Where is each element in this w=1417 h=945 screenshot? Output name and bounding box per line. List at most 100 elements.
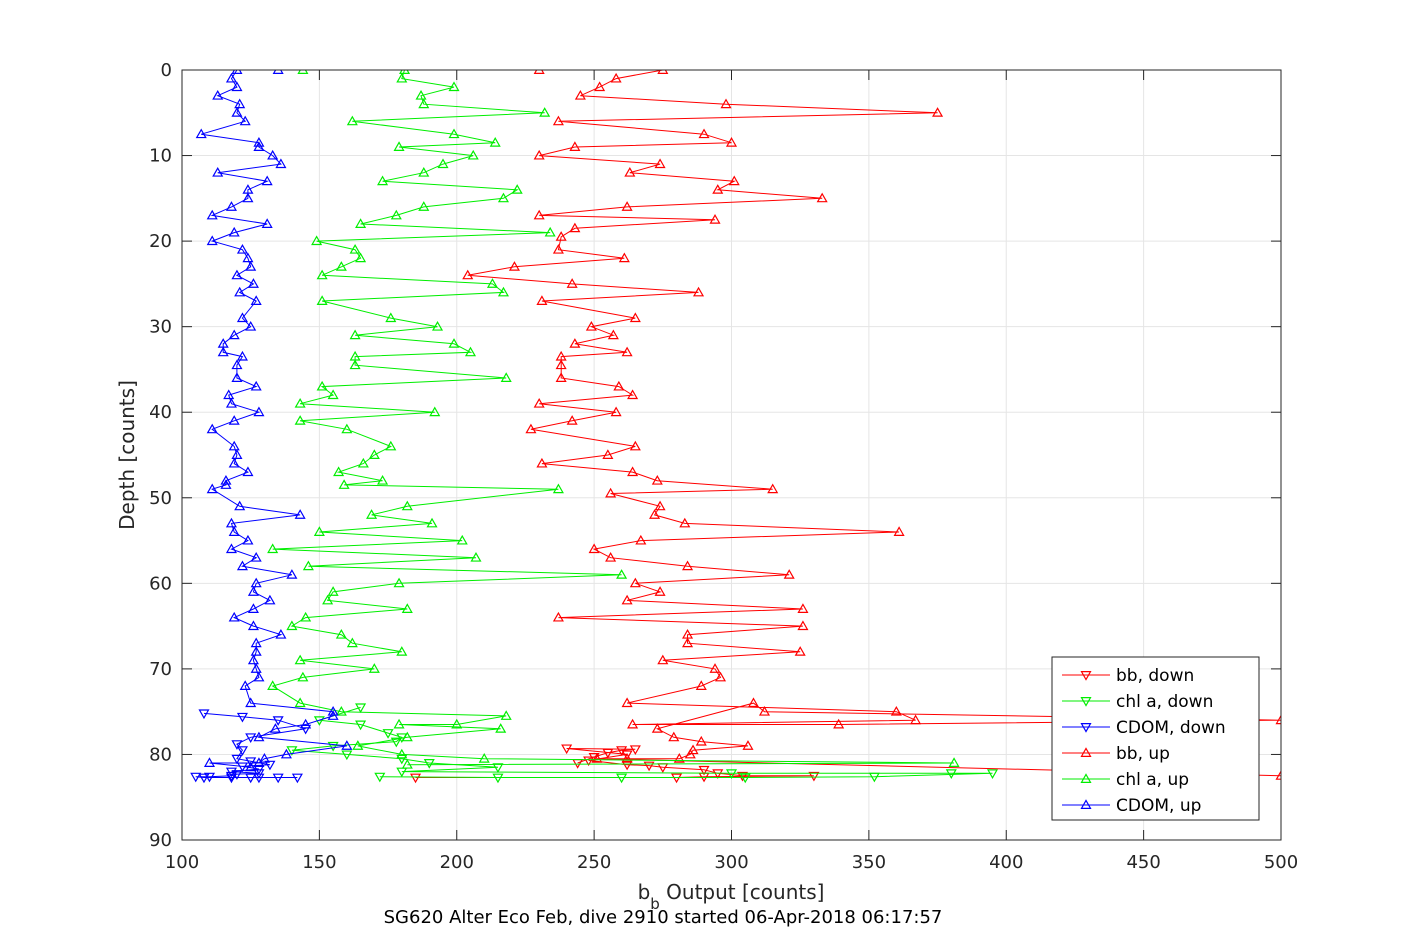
data-point bbox=[385, 440, 397, 451]
data-point bbox=[401, 500, 413, 511]
series-layer bbox=[190, 70, 1281, 784]
data-point bbox=[668, 731, 680, 742]
data-point bbox=[247, 278, 259, 288]
data-point bbox=[311, 235, 323, 246]
data-point bbox=[253, 731, 265, 742]
data-point bbox=[552, 483, 564, 494]
legend-marker bbox=[1080, 799, 1092, 809]
data-point bbox=[602, 449, 614, 459]
data-point bbox=[338, 479, 350, 489]
data-point bbox=[198, 709, 210, 720]
data-point bbox=[225, 773, 237, 784]
data-point bbox=[250, 646, 262, 656]
data-point bbox=[236, 312, 248, 323]
data-point bbox=[508, 261, 520, 271]
data-point bbox=[627, 466, 639, 477]
data-point bbox=[470, 551, 482, 562]
data-point bbox=[478, 753, 490, 763]
data-point bbox=[725, 769, 738, 779]
data-point bbox=[464, 346, 477, 357]
x-axis-label: bb Output [counts] bbox=[638, 880, 825, 913]
data-point bbox=[291, 773, 303, 784]
data-point bbox=[767, 483, 779, 494]
data-point bbox=[687, 744, 699, 755]
y-tick-label: 50 bbox=[149, 488, 172, 509]
data-point bbox=[253, 671, 265, 682]
data-point bbox=[605, 487, 617, 498]
data-point bbox=[231, 754, 243, 765]
data-point bbox=[346, 115, 358, 126]
data-point bbox=[231, 359, 243, 370]
data-point bbox=[423, 759, 435, 769]
data-point bbox=[247, 603, 259, 613]
data-point bbox=[355, 252, 367, 263]
data-point bbox=[448, 128, 460, 139]
data-point bbox=[561, 744, 573, 755]
data-point bbox=[396, 767, 408, 778]
data-point bbox=[393, 718, 405, 729]
data-point bbox=[264, 760, 276, 771]
data-point bbox=[242, 252, 254, 263]
data-point bbox=[253, 757, 265, 767]
data-point bbox=[247, 586, 259, 596]
data-point bbox=[583, 756, 595, 767]
data-point bbox=[302, 560, 314, 571]
data-point bbox=[267, 543, 279, 554]
data-point bbox=[833, 718, 845, 729]
data-point bbox=[695, 680, 707, 690]
data-point bbox=[566, 278, 578, 288]
data-point bbox=[451, 718, 463, 729]
data-point bbox=[682, 560, 694, 571]
data-point bbox=[300, 724, 312, 735]
y-tick-label: 80 bbox=[149, 744, 172, 765]
x-tick-label: 150 bbox=[302, 852, 336, 873]
data-point bbox=[429, 406, 441, 417]
data-point bbox=[720, 98, 732, 109]
data-point bbox=[236, 560, 248, 571]
data-point bbox=[275, 158, 287, 169]
data-point bbox=[794, 646, 806, 656]
data-point bbox=[393, 141, 405, 151]
data-point bbox=[657, 70, 669, 74]
data-point bbox=[536, 457, 548, 468]
data-point bbox=[500, 710, 512, 720]
data-point bbox=[594, 81, 606, 92]
data-point bbox=[272, 773, 284, 784]
data-point bbox=[234, 98, 246, 109]
y-tick-label: 90 bbox=[149, 830, 172, 851]
series-line bbox=[201, 70, 347, 768]
legend-label: CDOM, down bbox=[1116, 718, 1226, 738]
data-point bbox=[616, 773, 628, 784]
data-point bbox=[621, 201, 633, 211]
data-point bbox=[245, 261, 257, 271]
y-tick-label: 60 bbox=[149, 573, 172, 594]
data-point bbox=[709, 214, 721, 224]
x-tick-label: 350 bbox=[852, 852, 886, 873]
data-point bbox=[206, 209, 218, 220]
data-point bbox=[868, 772, 880, 783]
data-point bbox=[250, 380, 262, 391]
legend-label: bb, up bbox=[1116, 744, 1170, 764]
data-point bbox=[657, 654, 669, 665]
data-point bbox=[610, 406, 622, 417]
data-point bbox=[228, 440, 240, 451]
data-point bbox=[698, 765, 710, 776]
data-point bbox=[217, 346, 229, 357]
x-tick-label: 450 bbox=[1126, 852, 1160, 873]
data-point bbox=[467, 149, 479, 160]
data-point bbox=[396, 646, 408, 656]
data-point bbox=[236, 712, 248, 723]
data-point bbox=[654, 158, 666, 169]
data-point bbox=[725, 137, 738, 147]
legend-label: CDOM, up bbox=[1116, 796, 1201, 816]
data-point bbox=[396, 72, 408, 83]
data-point bbox=[437, 158, 449, 169]
data-point bbox=[225, 397, 237, 408]
y-tick-label: 0 bbox=[161, 60, 172, 81]
data-point bbox=[890, 705, 902, 716]
data-point bbox=[242, 466, 254, 477]
data-point bbox=[231, 107, 243, 117]
data-point bbox=[253, 137, 265, 147]
data-point bbox=[569, 141, 581, 151]
data-point bbox=[220, 474, 232, 485]
